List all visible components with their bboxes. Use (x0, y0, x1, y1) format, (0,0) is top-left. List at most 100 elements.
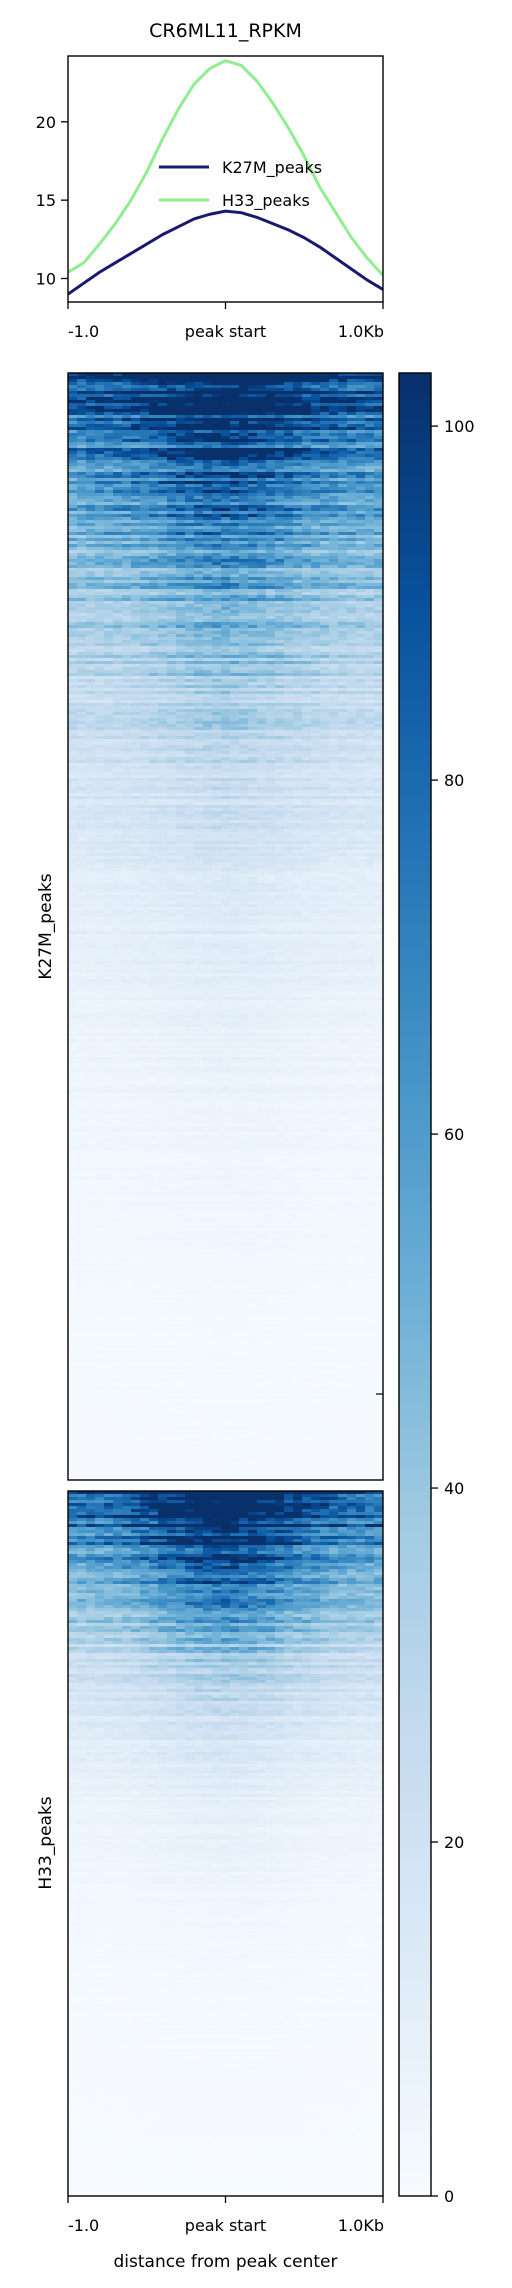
series-line-h33-peaks (68, 59, 383, 277)
heatmap-cell (104, 640, 114, 644)
heatmap-cell (140, 550, 150, 554)
heatmap-cell (104, 703, 114, 707)
heatmap-cell (248, 382, 258, 386)
heatmap-cell (104, 427, 114, 431)
heatmap-cell (203, 772, 213, 776)
heatmap-cell (95, 508, 105, 512)
heatmap-cell (239, 706, 249, 710)
heatmap-cell (338, 709, 348, 713)
heatmap-cell (239, 415, 249, 419)
heatmap-cell (194, 433, 204, 437)
heatmap-cell (338, 682, 348, 686)
heatmap-cell (356, 514, 366, 518)
heatmap-cell (185, 514, 195, 518)
heatmap-cell (185, 454, 195, 458)
heatmap-cell (203, 757, 213, 761)
heatmap-cell (320, 694, 330, 698)
heatmap-cell (329, 538, 339, 542)
heatmap-cell (149, 694, 159, 698)
heatmap-cell (194, 616, 204, 620)
heatmap-cell (302, 496, 312, 500)
heatmap-cell (266, 733, 276, 737)
heatmap-cell (320, 520, 330, 524)
heatmap-cell (356, 715, 366, 719)
heatmap-cell (257, 511, 267, 515)
heatmap-cell (320, 529, 330, 533)
heatmap-cell (167, 544, 177, 548)
heatmap-cell (122, 583, 132, 587)
heatmap-cell (230, 598, 240, 602)
heatmap-cell (347, 727, 357, 731)
heatmap-cell (203, 673, 213, 677)
heatmap-cell (122, 712, 132, 716)
heatmap-cell (140, 580, 150, 584)
heatmap-cell (131, 676, 141, 680)
heatmap-cell (203, 418, 213, 422)
heatmap-cell (194, 586, 204, 590)
heatmap-cell (149, 388, 159, 392)
heatmap-cell (104, 796, 114, 800)
heatmap-cell (302, 685, 312, 689)
heatmap-cell (230, 607, 240, 611)
heatmap-cell (338, 544, 348, 548)
heatmap-cell (347, 637, 357, 641)
heatmap-cell (158, 670, 168, 674)
heatmap-cell (131, 679, 141, 683)
heatmap-cell (68, 424, 78, 428)
heatmap-cell (293, 745, 303, 749)
heatmap-cell (95, 490, 105, 494)
heatmap-cell (311, 658, 321, 662)
heatmap-cell (311, 424, 321, 428)
heatmap-cell (257, 385, 267, 389)
heatmap-cell (275, 715, 285, 719)
heatmap-cell (239, 673, 249, 677)
heatmap-cell (338, 388, 348, 392)
heatmap-cell (365, 469, 375, 473)
heatmap-cell (284, 463, 294, 467)
heatmap-cell (248, 700, 258, 704)
heatmap-cell (257, 487, 267, 491)
heatmap-cell (356, 472, 366, 476)
heatmap-cell (257, 427, 267, 431)
heatmap-cell (221, 535, 231, 539)
heatmap-cell (230, 517, 240, 521)
heatmap-cell (140, 610, 150, 614)
heatmap-cell (113, 661, 123, 665)
heatmap-cell (311, 442, 321, 446)
heatmap-cell (122, 580, 132, 584)
heatmap-cell (149, 766, 159, 770)
heatmap-cell (203, 649, 213, 653)
heatmap-cell (95, 463, 105, 467)
heatmap-cell (266, 472, 276, 476)
heatmap-cell (311, 454, 321, 458)
heatmap-cell (347, 646, 357, 650)
heatmap-cell (95, 382, 105, 386)
heatmap-cell (230, 439, 240, 443)
heatmap-cell (122, 697, 132, 701)
heatmap-cell (257, 778, 267, 782)
heatmap-cell (158, 463, 168, 467)
heatmap-cell (176, 598, 186, 602)
heatmap-cell (167, 730, 177, 734)
heatmap-cell (77, 679, 87, 683)
heatmap-cell (266, 715, 276, 719)
heatmap-cell (104, 547, 114, 551)
heatmap-cell (221, 793, 231, 797)
heatmap-cell (185, 421, 195, 425)
heatmap-cell (176, 571, 186, 575)
heatmap-cell (122, 472, 132, 476)
heatmap-cell (176, 604, 186, 608)
heatmap-cell (131, 598, 141, 602)
heatmap-cell (293, 559, 303, 563)
heatmap-cell (230, 661, 240, 665)
heatmap-cell (338, 721, 348, 725)
heatmap-cell (68, 742, 78, 746)
heatmap-cell (68, 712, 78, 716)
heatmap-cell (374, 646, 384, 650)
heatmap-cell (203, 442, 213, 446)
heatmap-cell (149, 574, 159, 578)
heatmap-cell (248, 721, 258, 725)
heatmap-cell (356, 634, 366, 638)
heatmap-cell (329, 412, 339, 416)
heatmap-cell (266, 559, 276, 563)
